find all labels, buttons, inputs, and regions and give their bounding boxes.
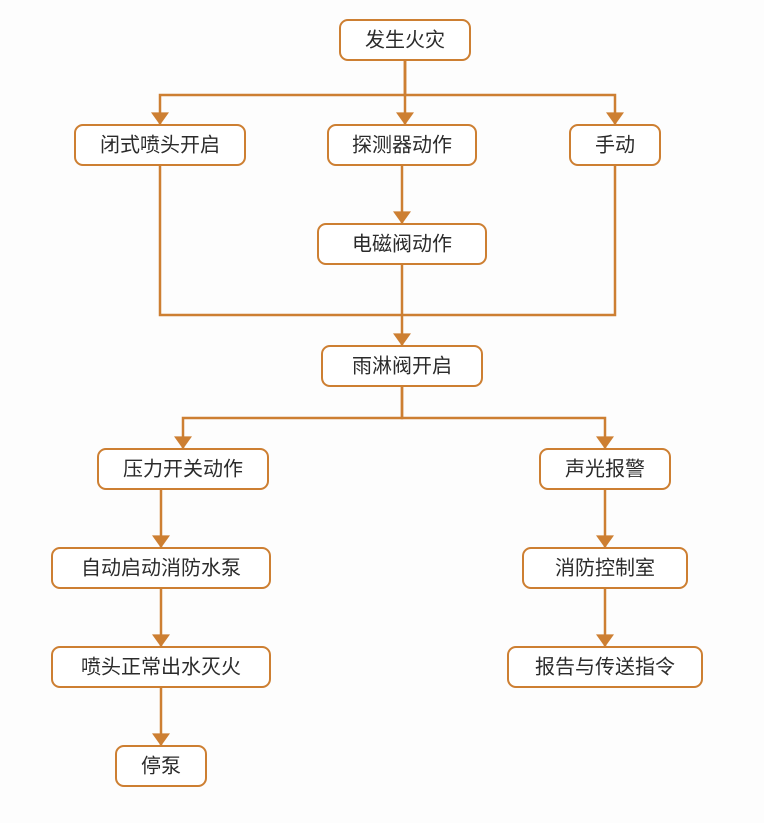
edge-fire-sprinkler	[160, 60, 405, 125]
arrowhead-sprinkler-deluge	[393, 333, 411, 346]
node-detector: 探测器动作	[328, 125, 476, 165]
node-pump_start: 自动启动消防水泵	[52, 548, 270, 588]
node-extinguish: 喷头正常出水灭火	[52, 647, 270, 687]
node-label-fire: 发生火灾	[365, 28, 445, 51]
node-sprinkler: 闭式喷头开启	[75, 125, 245, 165]
edge-fire-manual	[405, 60, 615, 125]
node-label-manual: 手动	[595, 133, 635, 156]
node-label-control: 消防控制室	[555, 556, 655, 579]
arrowhead-deluge-pressure	[174, 436, 192, 449]
node-fire: 发生火灾	[340, 20, 470, 60]
node-label-detector: 探测器动作	[352, 133, 452, 156]
node-label-pump_start: 自动启动消防水泵	[81, 556, 241, 579]
nodes-layer: 发生火灾闭式喷头开启 探测器动作 手动电磁阀动作雨淋阀开启压力开关动作 声光报警自动启…	[52, 20, 702, 786]
arrowhead-extinguish-stop_pump	[152, 733, 170, 746]
edge-deluge-pressure	[183, 386, 402, 449]
node-label-stop_pump: 停泵	[141, 754, 181, 777]
arrowhead-pressure-pump_start	[152, 535, 170, 548]
node-deluge: 雨淋阀开启	[322, 346, 482, 386]
edge-deluge-alarm	[402, 386, 605, 449]
arrowhead-fire-detector	[396, 112, 414, 125]
node-report: 报告与传送指令	[508, 647, 702, 687]
arrowhead-pump_start-extinguish	[152, 634, 170, 647]
arrowhead-deluge-alarm	[596, 436, 614, 449]
node-solenoid: 电磁阀动作	[318, 224, 486, 264]
node-label-solenoid: 电磁阀动作	[352, 232, 452, 255]
node-stop_pump: 停泵	[116, 746, 206, 786]
node-label-sprinkler: 闭式喷头开启	[100, 133, 220, 156]
node-label-pressure: 压力开关动作	[123, 457, 243, 480]
node-manual: 手动	[570, 125, 660, 165]
arrowhead-alarm-control	[596, 535, 614, 548]
node-label-report: 报告与传送指令	[535, 655, 675, 678]
flowchart-canvas: 发生火灾闭式喷头开启 探测器动作 手动电磁阀动作雨淋阀开启压力开关动作 声光报警自动启…	[0, 0, 764, 823]
node-control: 消防控制室	[523, 548, 687, 588]
node-label-deluge: 雨淋阀开启	[352, 354, 452, 377]
arrowhead-detector-solenoid	[393, 211, 411, 224]
arrowhead-fire-manual	[606, 112, 624, 125]
node-label-extinguish: 喷头正常出水灭火	[81, 655, 241, 678]
node-pressure: 压力开关动作	[98, 449, 268, 489]
node-alarm: 声光报警	[540, 449, 670, 489]
arrowhead-fire-sprinkler	[151, 112, 169, 125]
arrowhead-control-report	[596, 634, 614, 647]
node-label-alarm: 声光报警	[565, 457, 645, 480]
